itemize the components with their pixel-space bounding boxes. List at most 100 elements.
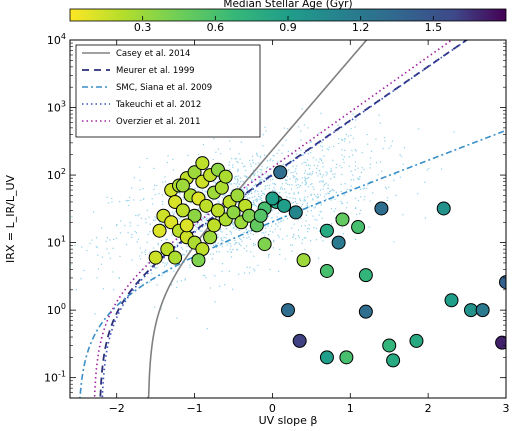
background-point [249,225,251,227]
background-point [128,196,131,199]
background-point [171,284,173,286]
background-point [221,246,223,248]
background-point [272,209,274,211]
background-point [297,191,299,193]
background-point [303,200,305,202]
background-point [252,173,254,176]
background-point [224,284,226,286]
background-point [236,248,238,251]
background-point [326,172,329,174]
background-point [363,168,365,171]
background-point [232,227,234,229]
background-point [262,192,264,194]
background-point [240,181,242,183]
background-point [306,204,308,206]
background-point [319,189,322,191]
background-point [269,268,271,271]
background-point [215,198,217,200]
background-point [417,193,419,195]
background-point [101,256,104,258]
background-point [282,238,284,240]
background-point [285,182,287,184]
background-point [313,207,315,209]
y-tick-label: 10-1 [44,370,66,385]
background-point [248,272,251,274]
background-point [322,240,324,242]
background-point [198,153,200,156]
background-point [317,165,319,167]
background-point [171,211,173,213]
background-point [359,213,361,215]
background-point [325,182,327,184]
background-point [324,183,326,186]
background-point [305,162,307,164]
background-point [273,155,275,157]
background-point [333,210,335,213]
background-point [288,200,291,202]
background-point [201,217,204,219]
colorbar-tick-label: 0.9 [279,21,297,34]
background-point [214,181,216,184]
background-point [111,201,113,203]
background-point [318,132,320,134]
background-point [264,188,266,190]
background-point [209,253,212,255]
background-point [189,264,191,266]
background-point [257,264,259,267]
background-point [218,251,220,253]
background-point [226,234,228,236]
colorbar-tick-label: 0.3 [134,21,152,34]
background-point [246,187,248,189]
background-point [319,158,321,160]
background-point [243,191,245,194]
background-point [256,152,258,154]
background-point [279,248,281,250]
background-point [278,149,280,151]
background-point [197,186,199,188]
background-point [286,235,288,237]
background-point [320,204,322,206]
background-point [229,192,231,194]
background-point [330,168,332,170]
background-point [246,190,249,192]
background-point [242,189,245,191]
background-point [238,273,240,275]
background-point [246,176,248,178]
background-point [70,264,72,266]
background-point [253,255,255,257]
background-point [268,187,270,189]
background-point [208,184,210,186]
background-point [354,126,356,128]
background-point [194,187,196,190]
background-point [359,209,362,212]
background-point [234,158,236,160]
background-point [393,179,395,181]
y-tick-label: 102 [47,167,66,182]
background-point [236,186,239,188]
background-point [340,183,342,185]
background-point [253,184,255,187]
background-point [276,216,278,218]
background-point [145,249,147,251]
background-point [307,127,309,129]
background-point [269,159,271,161]
background-point [106,237,108,239]
background-point [214,275,216,277]
background-point [180,217,182,219]
background-point [135,214,137,217]
background-point [354,169,356,171]
background-point [237,185,239,187]
background-point [196,223,199,225]
background-point [142,188,144,190]
background-point [259,181,261,183]
background-point [290,188,293,190]
background-point [205,213,207,215]
background-point [320,202,322,204]
background-point [253,195,256,198]
background-point [239,243,241,245]
background-point [296,202,298,205]
background-point [297,235,300,237]
background-point [247,233,249,235]
background-point [136,241,138,243]
background-point [158,192,160,195]
